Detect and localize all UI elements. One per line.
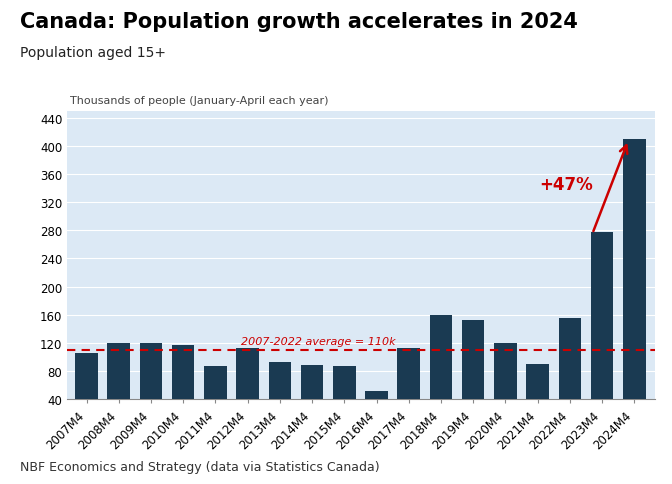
Text: Thousands of people (January-April each year): Thousands of people (January-April each …: [70, 95, 329, 106]
Bar: [172, 345, 194, 427]
Bar: [462, 320, 485, 427]
Bar: [108, 343, 130, 427]
Bar: [526, 364, 549, 427]
Bar: [75, 354, 98, 427]
Bar: [333, 366, 355, 427]
Bar: [591, 232, 614, 427]
Bar: [558, 318, 581, 427]
Bar: [237, 348, 259, 427]
Text: 2007-2022 average = 110k: 2007-2022 average = 110k: [241, 337, 396, 347]
Bar: [623, 139, 646, 427]
Text: +47%: +47%: [540, 176, 593, 194]
Text: Population aged 15+: Population aged 15+: [20, 46, 166, 60]
Bar: [494, 343, 517, 427]
Text: Canada: Population growth accelerates in 2024: Canada: Population growth accelerates in…: [20, 12, 578, 32]
Bar: [397, 348, 420, 427]
Bar: [365, 391, 388, 427]
Bar: [429, 315, 452, 427]
Bar: [204, 366, 226, 427]
Bar: [301, 365, 323, 427]
Bar: [269, 362, 291, 427]
Bar: [140, 343, 162, 427]
Text: NBF Economics and Strategy (data via Statistics Canada): NBF Economics and Strategy (data via Sta…: [20, 460, 380, 473]
